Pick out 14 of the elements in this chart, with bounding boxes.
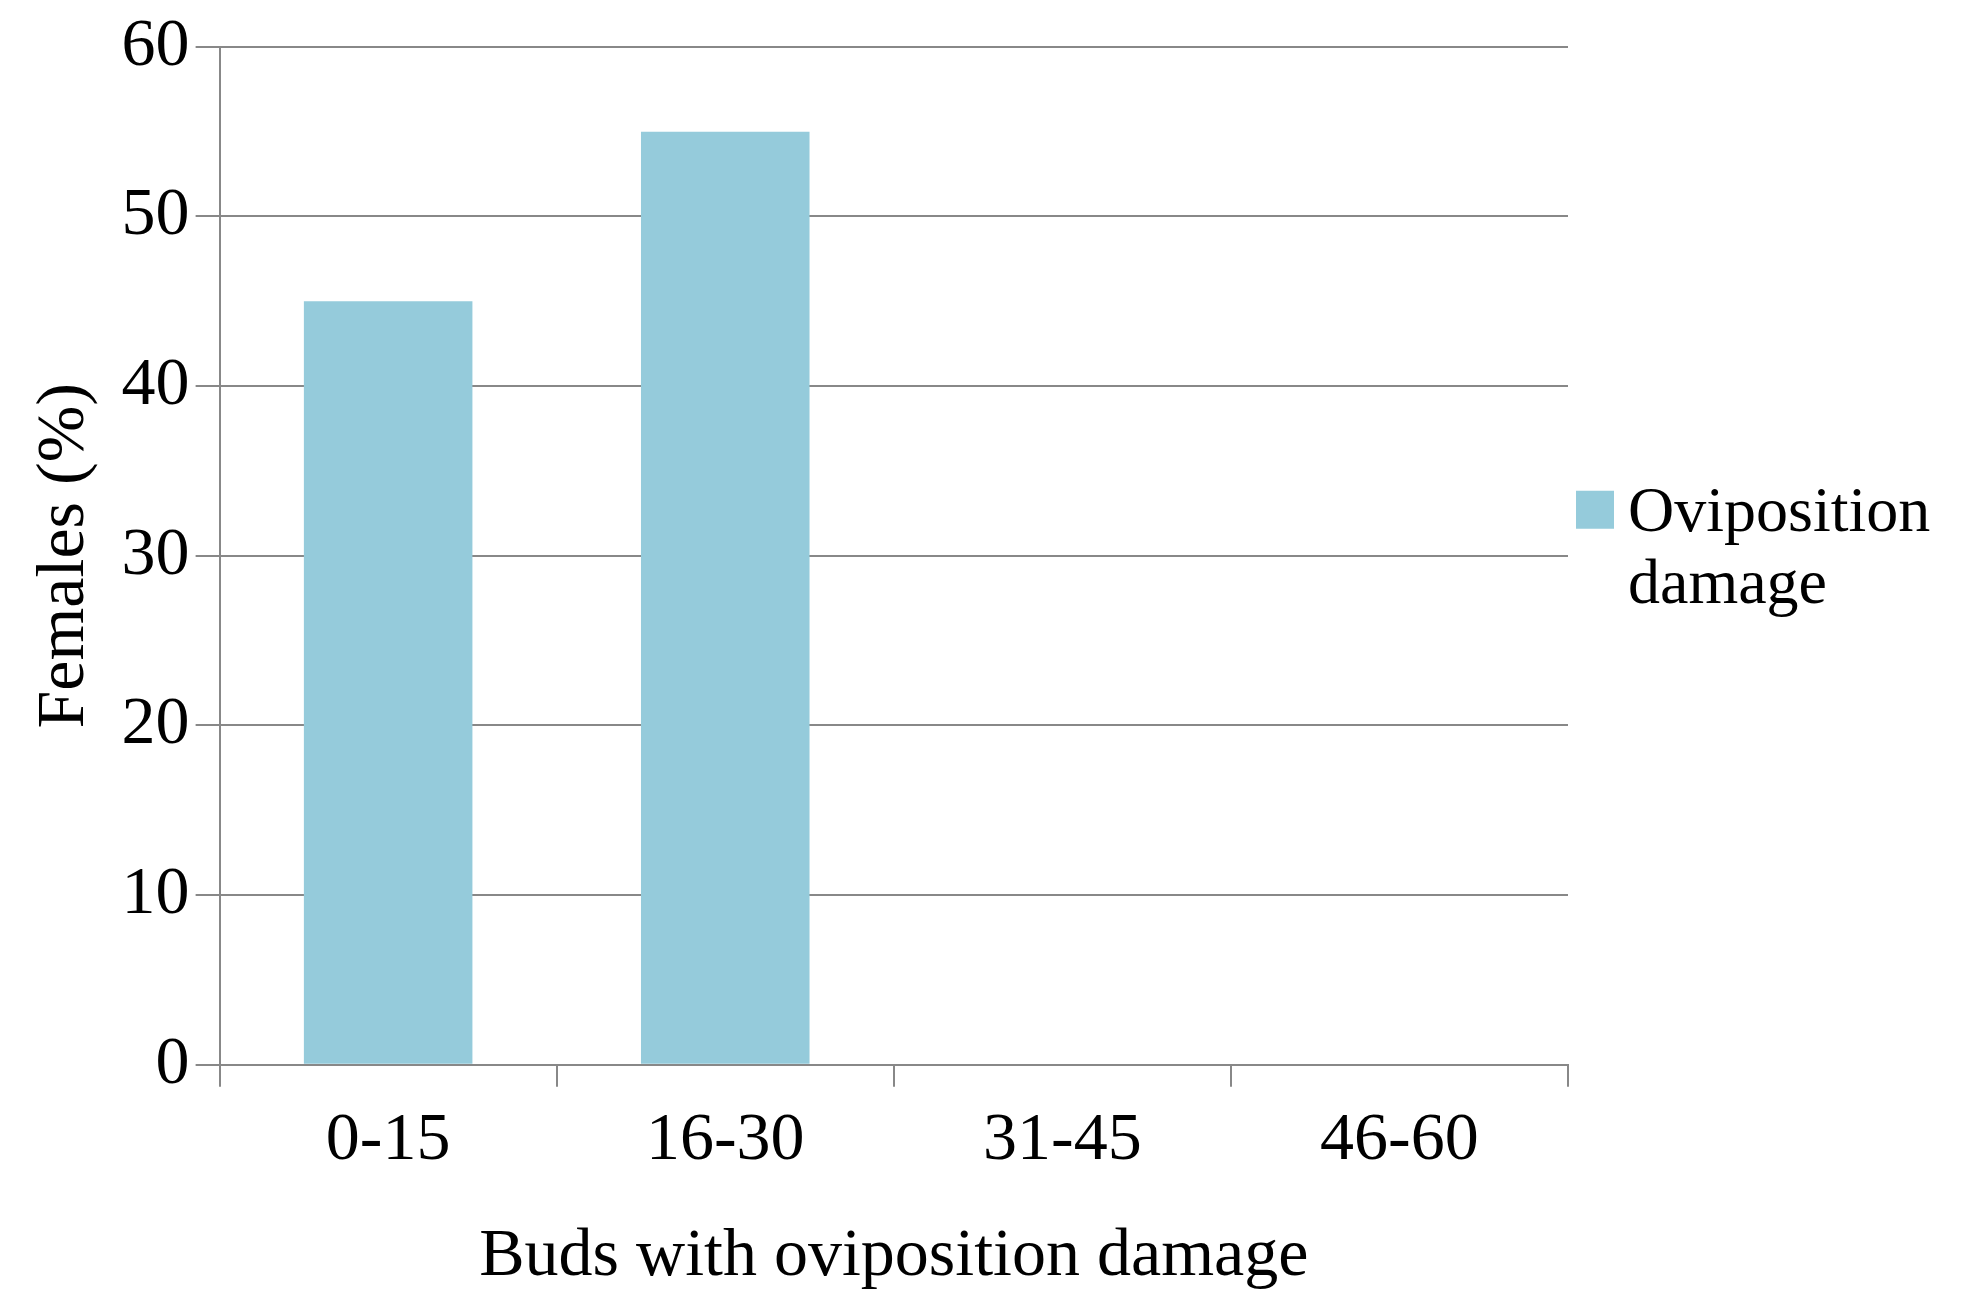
y-tick-label: 40: [121, 342, 190, 419]
y-tick-label: 30: [121, 512, 190, 589]
legend-label: Oviposition damage: [1628, 473, 1931, 617]
y-tick-label: 50: [121, 173, 190, 250]
x-tick-label: 31-45: [983, 1098, 1142, 1175]
y-axis-title: Females (%): [21, 383, 98, 729]
y-tick-label: 20: [121, 682, 190, 759]
x-axis-title: Buds with oviposition damage: [479, 1214, 1309, 1291]
y-tick-label: 10: [121, 851, 190, 928]
x-tick-label: 16-30: [645, 1098, 805, 1175]
y-tick-label: 60: [121, 3, 190, 80]
x-tick-label: 0-15: [325, 1098, 451, 1175]
y-tick-label: 0: [155, 1021, 190, 1098]
x-tick-label: 46-60: [1320, 1098, 1479, 1175]
